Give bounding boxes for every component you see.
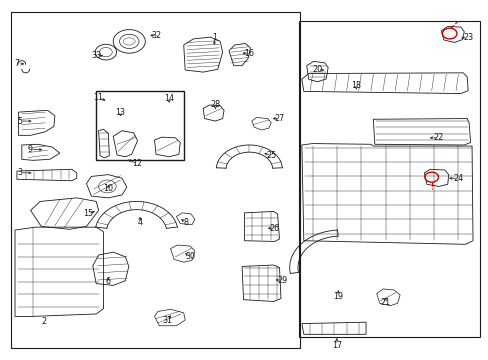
Text: 21: 21 (380, 298, 390, 307)
Text: 1: 1 (211, 33, 216, 42)
Bar (11, 12, 300, 348)
Text: 8: 8 (183, 219, 188, 228)
Text: 30: 30 (184, 252, 195, 261)
Text: 4: 4 (137, 219, 142, 228)
Text: 28: 28 (210, 100, 220, 109)
Bar (96, 91, 183, 160)
Text: 5: 5 (17, 117, 22, 126)
Text: 9: 9 (28, 145, 33, 154)
Bar (299, 21, 479, 337)
Text: 23: 23 (462, 33, 472, 42)
Text: 14: 14 (164, 94, 174, 103)
Text: 18: 18 (350, 81, 361, 90)
Text: 13: 13 (115, 108, 125, 117)
Text: 26: 26 (269, 224, 279, 233)
Text: 16: 16 (244, 49, 254, 58)
Text: 15: 15 (82, 210, 93, 219)
Text: 29: 29 (277, 275, 287, 284)
Text: 22: 22 (433, 133, 443, 142)
Text: 19: 19 (333, 292, 343, 301)
Text: 20: 20 (312, 66, 322, 75)
Text: 2: 2 (41, 316, 47, 325)
Text: 12: 12 (132, 159, 142, 168)
Text: 27: 27 (274, 114, 284, 123)
Text: 10: 10 (103, 184, 113, 193)
Text: 17: 17 (331, 341, 341, 350)
Text: 7: 7 (15, 59, 20, 68)
Text: 33: 33 (91, 51, 101, 60)
Text: 24: 24 (452, 174, 463, 183)
Text: 11: 11 (93, 93, 103, 102)
Text: 25: 25 (265, 151, 276, 160)
Text: 3: 3 (18, 168, 22, 177)
Text: 32: 32 (152, 31, 162, 40)
Text: 6: 6 (105, 277, 111, 286)
Text: 31: 31 (163, 315, 172, 324)
